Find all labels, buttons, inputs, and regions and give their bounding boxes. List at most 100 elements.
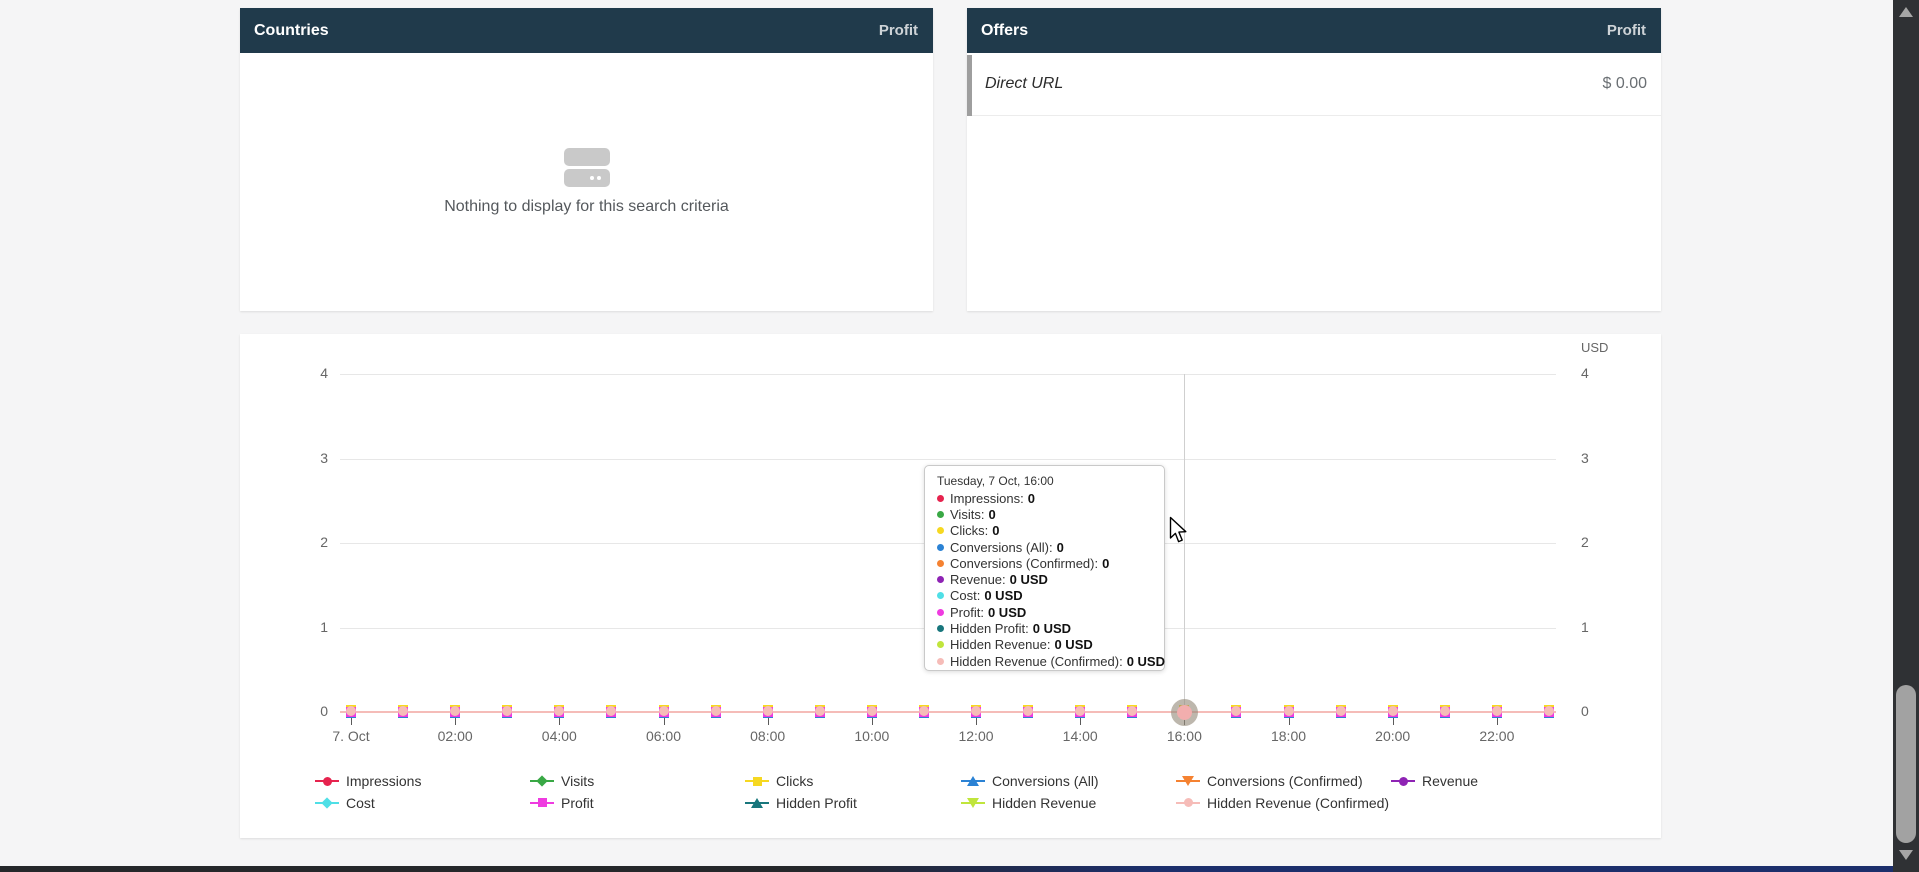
legend-item[interactable]: Conversions (All) xyxy=(961,772,1099,790)
x-axis-label: 04:00 xyxy=(541,728,577,744)
series-data-point[interactable] xyxy=(658,705,670,718)
zero-series-line xyxy=(340,711,1556,713)
series-data-point[interactable] xyxy=(814,705,826,718)
series-data-point[interactable] xyxy=(345,705,357,718)
series-data-point[interactable] xyxy=(1387,705,1399,718)
x-axis-label: 10:00 xyxy=(854,728,890,744)
legend-marker xyxy=(1176,772,1200,790)
countries-panel: Countries Profit Nothing to display for … xyxy=(240,8,933,311)
series-data-point[interactable] xyxy=(449,705,461,718)
legend-label: Profit xyxy=(561,794,594,811)
tooltip-item: Hidden Revenue: 0 USD xyxy=(937,637,1152,653)
legend-item[interactable]: Hidden Revenue xyxy=(961,794,1096,812)
x-axis-label: 7. Oct xyxy=(332,728,370,744)
legend-item[interactable]: Visits xyxy=(530,772,594,790)
tooltip-item: Hidden Profit: 0 USD xyxy=(937,620,1152,636)
series-data-point[interactable] xyxy=(1230,705,1242,718)
hovered-point[interactable] xyxy=(1176,704,1192,720)
tooltip-series-bullet xyxy=(937,543,944,551)
legend-item[interactable]: Conversions (Confirmed) xyxy=(1176,772,1363,790)
scroll-up-button[interactable] xyxy=(1899,7,1913,17)
tooltip-item: Profit: 0 USD xyxy=(937,604,1152,620)
tooltip-series-bullet xyxy=(937,641,944,649)
legend-item[interactable]: Clicks xyxy=(745,772,813,790)
series-data-point[interactable] xyxy=(553,705,565,718)
legend-item[interactable]: Revenue xyxy=(1391,772,1478,790)
series-data-point[interactable] xyxy=(1491,705,1503,718)
offers-panel: Offers Profit Direct URL $ 0.00 xyxy=(967,8,1661,311)
crosshair-line xyxy=(1184,374,1186,712)
series-data-point[interactable] xyxy=(397,705,409,718)
legend-item[interactable]: Hidden Revenue (Confirmed) xyxy=(1176,794,1389,812)
legend-item[interactable]: Hidden Profit xyxy=(745,794,857,812)
tooltip-series-value: 0 USD xyxy=(1032,621,1072,637)
series-data-point[interactable] xyxy=(1074,705,1086,718)
legend-label: Hidden Revenue (Confirmed) xyxy=(1207,794,1390,811)
legend-label: Hidden Profit xyxy=(776,794,857,811)
window-scrollbar[interactable] xyxy=(1893,0,1919,872)
series-data-point[interactable] xyxy=(1283,705,1295,718)
series-data-point[interactable] xyxy=(918,705,930,718)
countries-empty-state: Nothing to display for this search crite… xyxy=(240,53,933,311)
x-axis-label: 06:00 xyxy=(645,728,682,744)
tooltip-item: Conversions (All): 0 xyxy=(937,539,1152,555)
y-axis-label-right: 3 xyxy=(1581,449,1589,466)
tooltip-series-value: 0 USD xyxy=(1009,572,1048,588)
y-axis-label-left: 3 xyxy=(320,449,328,466)
offers-profit-column-header[interactable]: Profit xyxy=(1606,22,1646,39)
x-axis-label: 02:00 xyxy=(437,728,473,744)
offers-panel-header: Offers Profit xyxy=(967,8,1661,53)
legend-label: Impressions xyxy=(346,773,422,789)
x-axis-tick xyxy=(351,712,352,725)
scroll-down-button[interactable] xyxy=(1899,850,1913,860)
x-axis-tick xyxy=(1288,712,1290,725)
tooltip-series-value: 0 xyxy=(992,523,1000,539)
legend-label: Visits xyxy=(561,773,595,789)
tooltip-series-bullet xyxy=(937,576,944,584)
tooltip-series-bullet xyxy=(937,625,944,633)
x-axis-label: 20:00 xyxy=(1375,728,1411,744)
series-data-point[interactable] xyxy=(605,705,617,718)
y-axis-label-right: 0 xyxy=(1581,703,1589,719)
x-axis-label: 18:00 xyxy=(1270,728,1307,744)
series-data-point[interactable] xyxy=(1439,705,1451,718)
mouse-cursor-icon xyxy=(1169,516,1187,543)
legend-marker xyxy=(745,772,769,790)
tooltip-item: Revenue: 0 USD xyxy=(937,571,1152,587)
chart-tooltip: Tuesday, 7 Oct, 16:00 Impressions: 0 Visits… xyxy=(924,465,1165,671)
tooltip-item: Cost: 0 USD xyxy=(937,588,1152,604)
offers-scrollbar-thumb[interactable] xyxy=(967,55,972,116)
tooltip-series-label: Impressions: xyxy=(950,490,1024,506)
tooltip-series-label: Cost: xyxy=(950,588,981,604)
legend-item[interactable]: Impressions xyxy=(315,772,421,790)
series-data-point[interactable] xyxy=(866,705,878,718)
series-data-point[interactable] xyxy=(1022,705,1034,718)
y-axis-label-right: 4 xyxy=(1581,365,1589,381)
series-data-point[interactable] xyxy=(762,705,774,718)
y-axis-label-right: 1 xyxy=(1581,618,1589,635)
series-data-point[interactable] xyxy=(1126,705,1138,718)
series-data-point[interactable] xyxy=(710,705,722,718)
series-data-point[interactable] xyxy=(1335,705,1347,718)
currency-axis-label: USD xyxy=(1581,340,1609,355)
tooltip-series-label: Hidden Revenue: xyxy=(950,637,1051,653)
tooltip-series-label: Hidden Profit: xyxy=(950,621,1029,637)
legend-label: Conversions (Confirmed) xyxy=(1207,773,1363,789)
x-axis-tick xyxy=(1080,712,1082,725)
offers-table-row[interactable]: Direct URL $ 0.00 xyxy=(967,53,1661,116)
scrollbar-thumb[interactable] xyxy=(1896,685,1916,843)
series-data-point[interactable] xyxy=(501,705,513,718)
x-axis-tick xyxy=(1392,712,1394,725)
series-data-point[interactable] xyxy=(1543,705,1555,718)
legend-label: Revenue xyxy=(1422,773,1479,789)
x-axis-label: 08:00 xyxy=(750,728,786,744)
countries-profit-column-header[interactable]: Profit xyxy=(878,22,918,39)
empty-data-icon xyxy=(563,148,610,188)
tooltip-series-bullet xyxy=(937,510,944,518)
x-axis-label: 12:00 xyxy=(958,728,994,744)
tooltip-series-label: Revenue: xyxy=(950,572,1006,588)
offer-name[interactable]: Direct URL xyxy=(985,75,1064,92)
series-data-point[interactable] xyxy=(970,705,982,718)
legend-item[interactable]: Profit xyxy=(530,794,594,812)
legend-item[interactable]: Cost xyxy=(315,794,375,812)
